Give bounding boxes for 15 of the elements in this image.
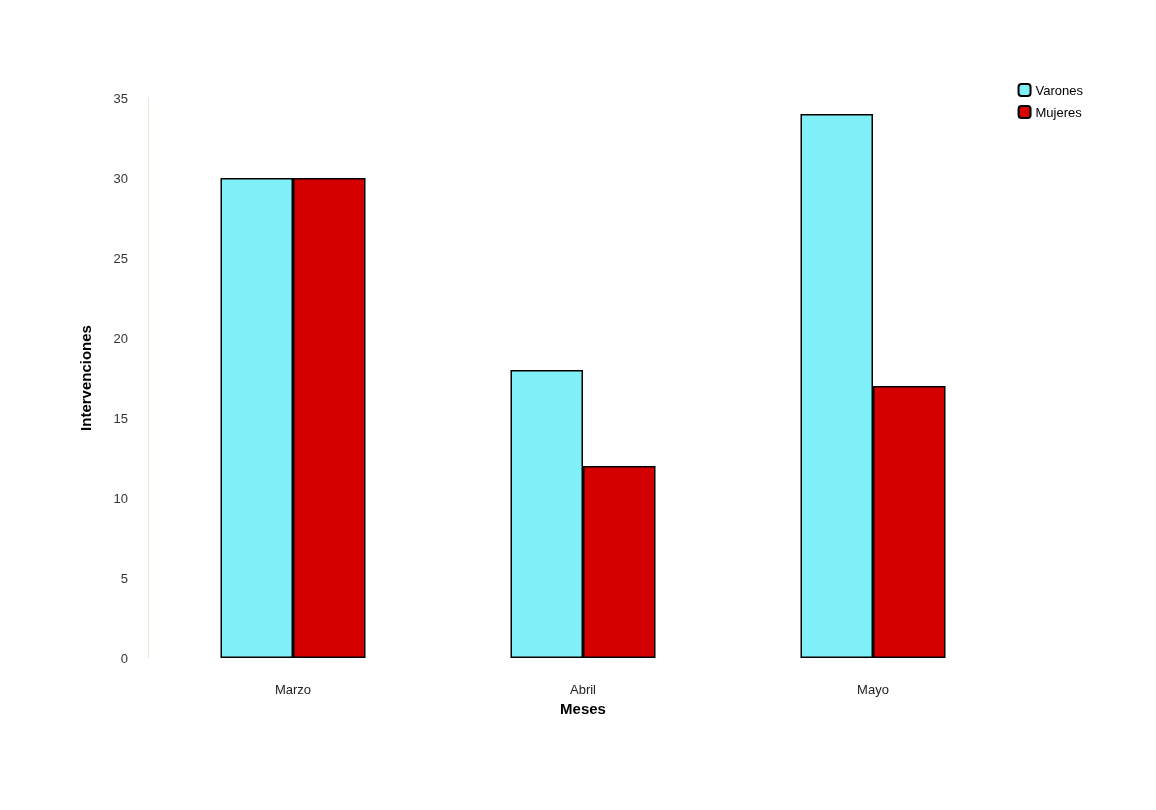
y-tick-label: 10 [113,490,128,506]
x-tick-label: Marzo [274,682,312,697]
y-tick-label: 30 [113,170,128,186]
x-tick-label: Mayo [857,682,889,697]
x-axis-title: Meses [560,699,606,717]
y-tick-label: 5 [120,570,128,586]
y-tick-label: 35 [113,90,128,106]
x-tick-label: Abril [569,682,597,697]
legend-label: Varones [1035,82,1084,98]
y-tick-label: 15 [113,410,128,426]
y-axis-title: Intervenciones [77,325,94,431]
y-tick-label: 20 [113,330,128,346]
legend-label: Mujeres [1035,104,1083,120]
y-tick-label: 0 [120,650,128,666]
y-tick-label: 25 [113,250,128,266]
